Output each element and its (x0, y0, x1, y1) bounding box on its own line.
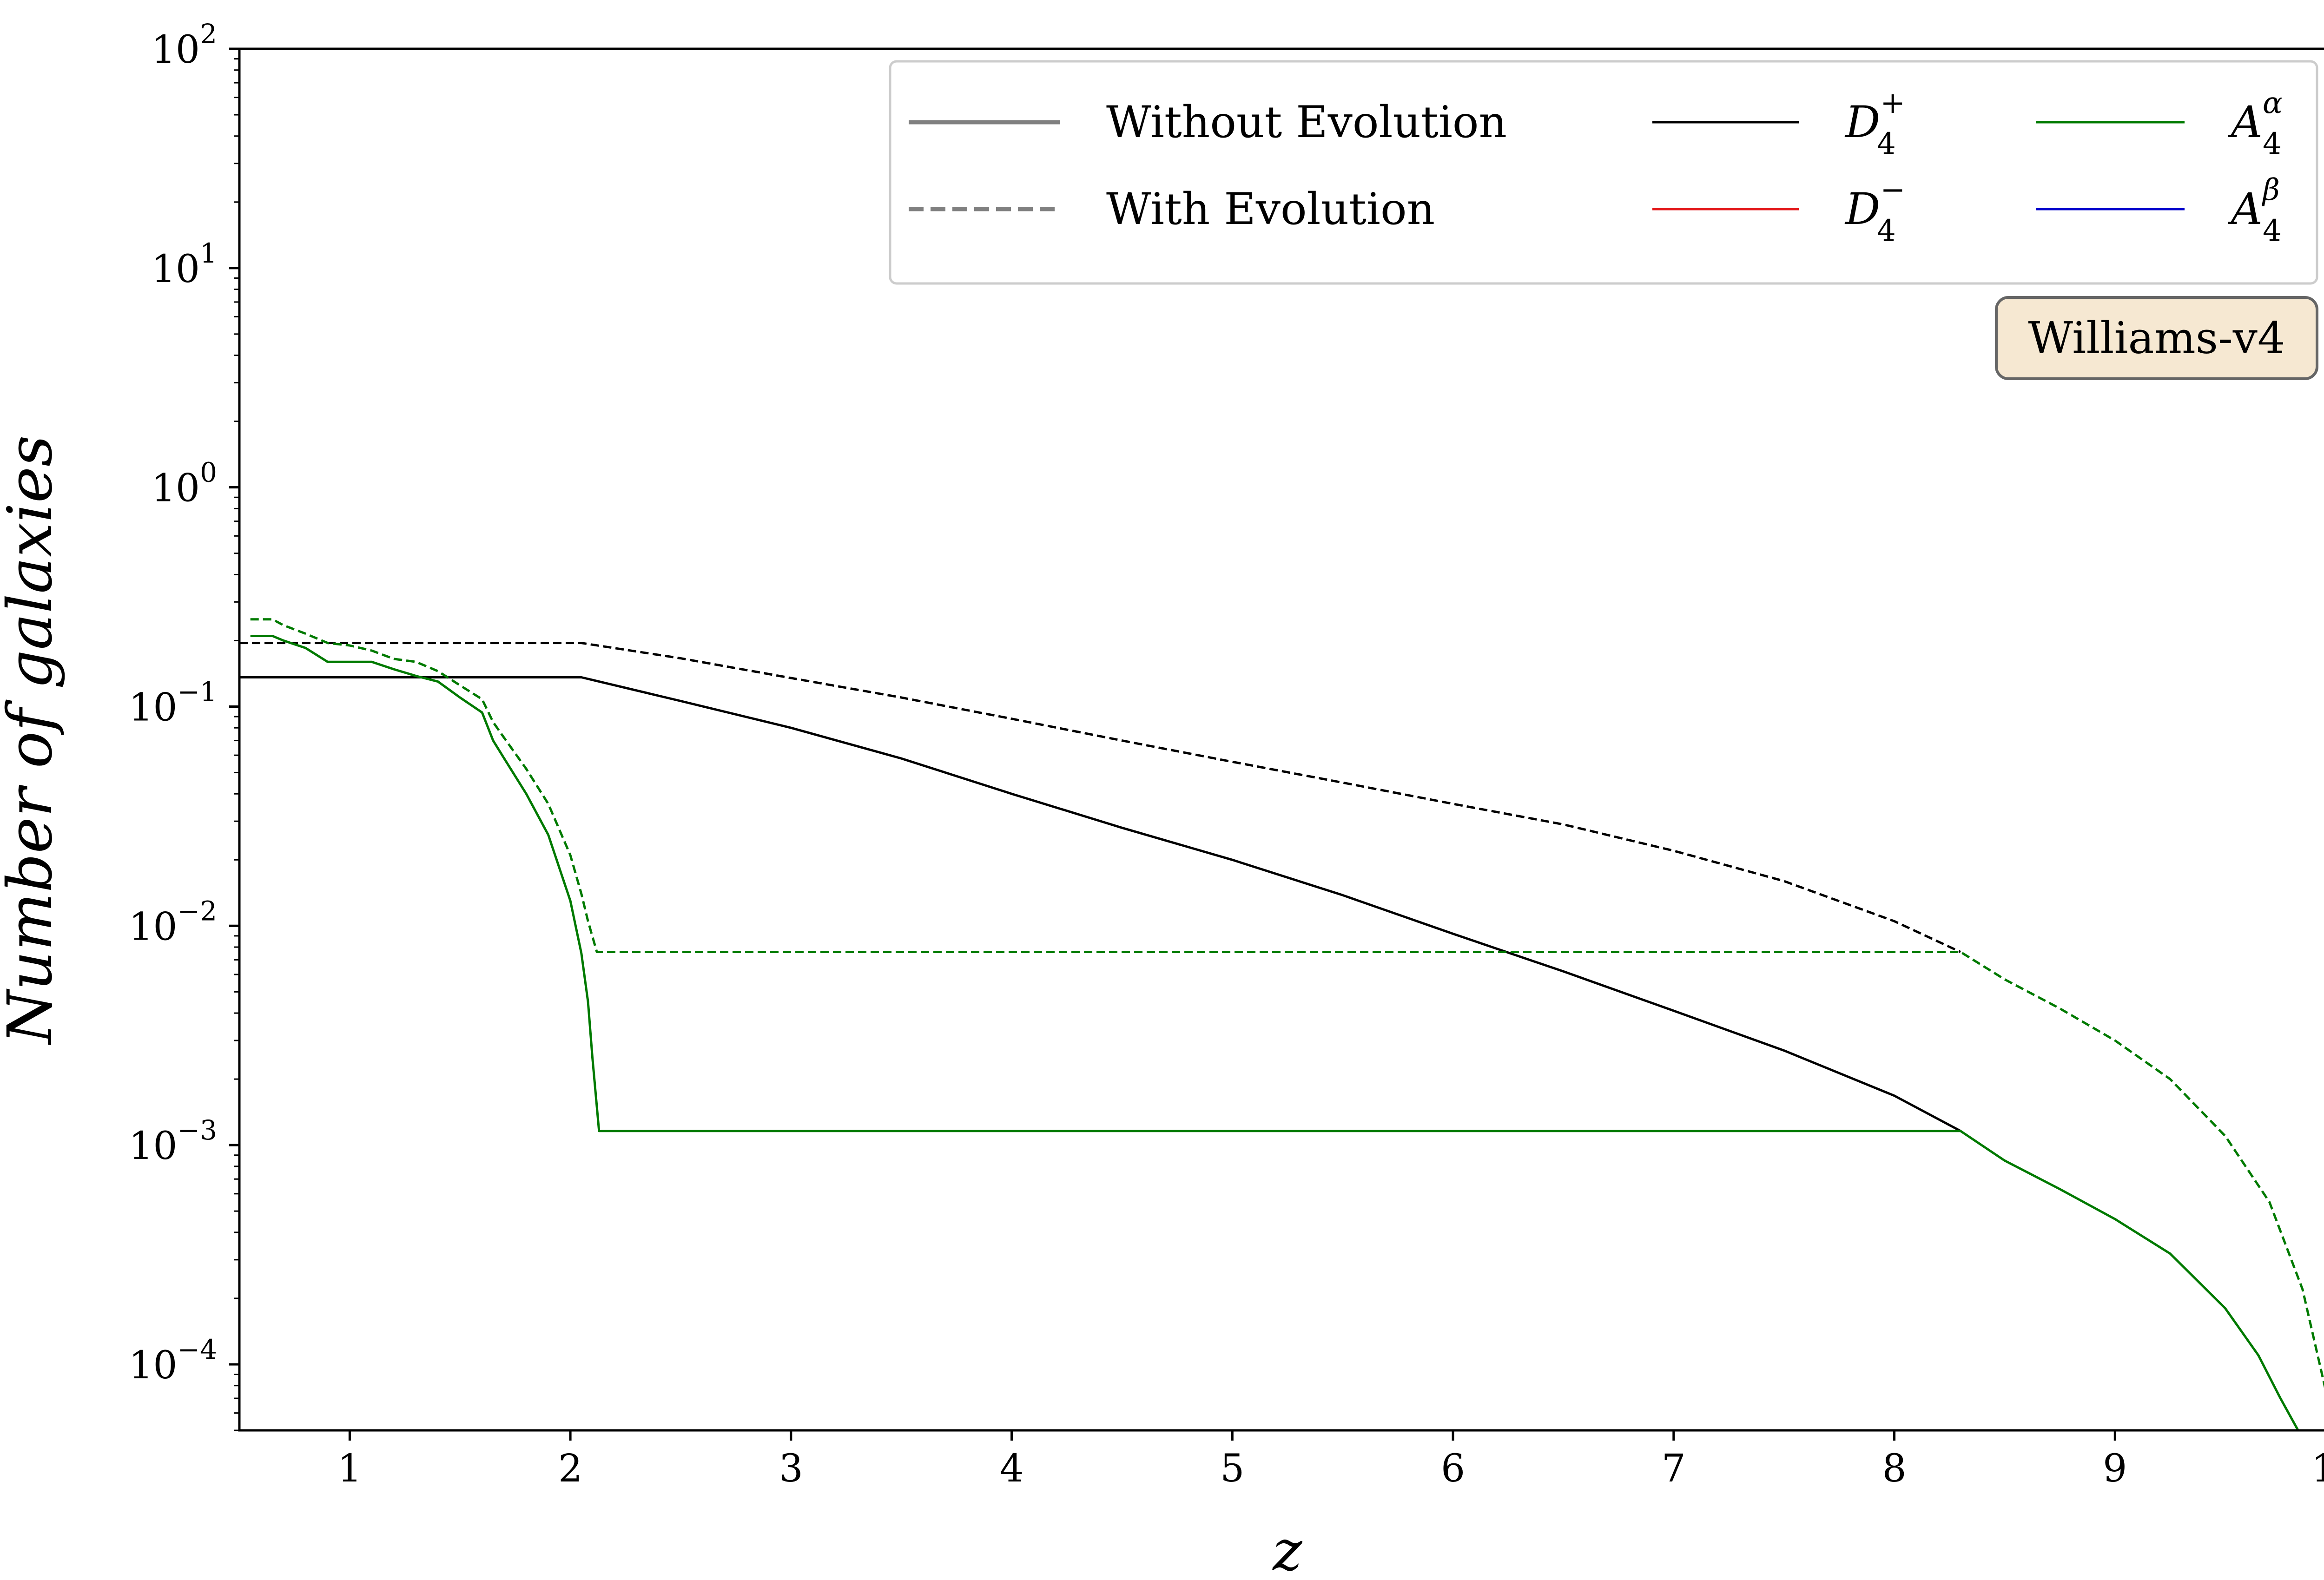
series-line (250, 635, 2299, 1430)
y-axis-title: Number of galaxies (0, 435, 66, 1045)
y-tick-label: 10−1 (129, 676, 217, 730)
y-tick-label: 10−4 (129, 1334, 217, 1388)
series-line (239, 676, 1961, 1132)
legend-model-label: D+ 4 (1844, 86, 1905, 161)
legend-model-label: Aα 4 (2227, 86, 2283, 161)
series-line (250, 618, 2324, 1388)
series-line (239, 642, 1961, 953)
x-tick-label: 2 (558, 1447, 582, 1491)
annotation-badge-box (1995, 296, 2318, 380)
legend-box (889, 60, 2318, 285)
annotation-badge-text: Williams-v4 (2028, 313, 2285, 364)
x-tick-label: 8 (1882, 1447, 1906, 1491)
x-tick-label: 5 (1220, 1447, 1244, 1491)
legend-style-label: With Evolution (1106, 184, 1435, 235)
legend-style-label: Without Evolution (1106, 97, 1507, 148)
y-tick-label: 100 (152, 457, 217, 511)
x-axis-title: z (1272, 1519, 1302, 1580)
x-tick-label: 1 (337, 1447, 362, 1491)
plot-frame (238, 47, 2324, 1432)
annotation-badge: Williams-v4 (1995, 296, 2318, 380)
legend-model-label: Aβ 4 (2227, 173, 2282, 248)
legend: Without Evolution With Evolution D+ 4 D− 4 Aα 4… (889, 60, 2318, 285)
series-layer (239, 618, 2324, 1430)
x-tick-label: 6 (1441, 1447, 1465, 1491)
y-tick-label: 102 (152, 18, 217, 72)
y-tick-label: 101 (152, 237, 217, 291)
legend-items: Without Evolution With Evolution D+ 4 D− 4 Aα 4… (909, 86, 2283, 248)
x-tick-label: 10 (2311, 1447, 2324, 1491)
x-tick-label: 3 (779, 1447, 803, 1491)
ticks-layer: 1 2 3 4 5 6 7 8 9 10 10−4 10−3 10−2 10−1 100 101 102 (129, 18, 2324, 1491)
y-tick-label: 10−3 (129, 1114, 217, 1168)
x-tick-label: 7 (1662, 1447, 1686, 1491)
x-tick-label: 4 (999, 1447, 1023, 1491)
x-tick-label: 9 (2103, 1447, 2127, 1491)
y-tick-label: 10−2 (129, 895, 217, 949)
legend-model-label: D− 4 (1844, 173, 1905, 248)
